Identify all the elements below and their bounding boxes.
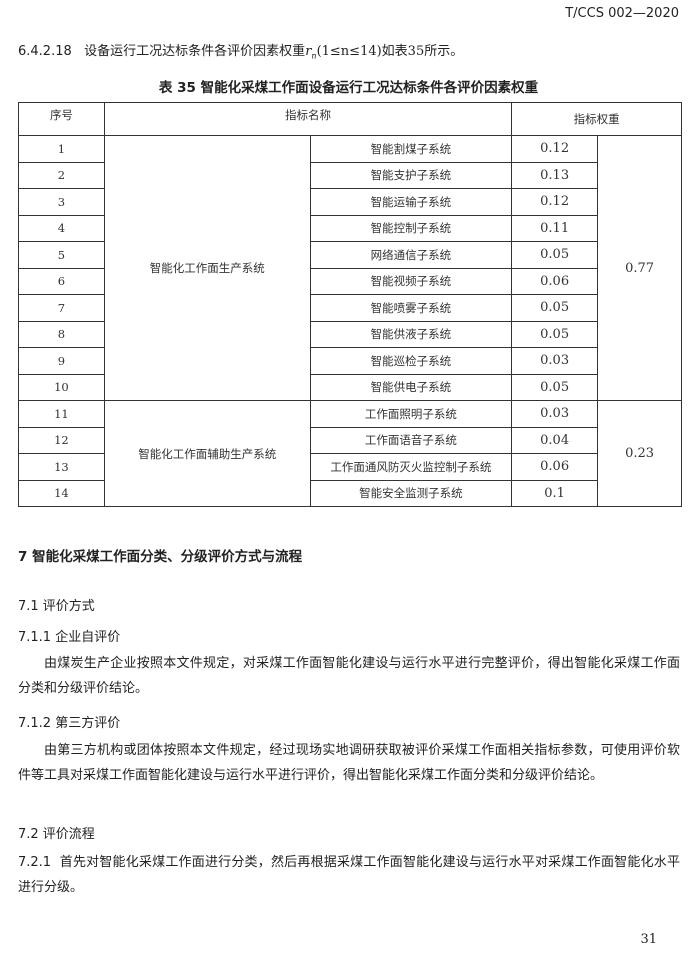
- table-row: 8 智能供液子系统 0.05: [18, 320, 682, 348]
- section-7-1-2-heading: 7.1.2 第三方评价: [18, 716, 121, 731]
- table-row: 14 智能安全监测子系统 0.1: [18, 479, 682, 507]
- table-row: 3 智能运输子系统 0.12: [18, 188, 682, 216]
- table-header-row: 序号 指标名称 指标权重: [18, 102, 682, 136]
- paragraph-7-2-1: 7.2.1 首先对智能化采煤工作面进行分类，然后再根据采煤工作面智能化建设与运行…: [18, 850, 680, 900]
- row-seq: 1: [18, 135, 105, 163]
- item-weight: 0.05: [511, 294, 599, 322]
- table-row: 9 智能巡检子系统 0.03: [18, 347, 682, 375]
- section-7-1-heading: 7.1 评价方式: [18, 599, 95, 614]
- clause-text: 设备运行工况达标条件各评价因素权重: [84, 44, 306, 59]
- row-seq: 2: [18, 161, 105, 189]
- item-name: 智能支护子系统: [309, 161, 513, 189]
- row-seq: 6: [18, 267, 105, 295]
- table-caption: 表 35 智能化采煤工作面设备运行工况达标条件各评价因素权重: [158, 80, 539, 96]
- item-name: 智能喷雾子系统: [309, 294, 513, 322]
- row-seq: 4: [18, 214, 105, 242]
- item-weight: 0.05: [511, 241, 599, 269]
- item-weight: 0.04: [511, 426, 599, 454]
- item-name: 智能巡检子系统: [309, 347, 513, 375]
- clause-text-7-2-1: 首先对智能化采煤工作面进行分类，然后再根据采煤工作面智能化建设与运行水平对采煤工…: [18, 855, 680, 895]
- row-seq: 12: [18, 426, 105, 454]
- item-name: 智能运输子系统: [309, 188, 513, 216]
- group-total-weight: 0.23: [597, 400, 682, 507]
- item-name: 工作面通风防灭火监控制子系统: [309, 453, 513, 481]
- row-seq: 9: [18, 347, 105, 375]
- item-weight: 0.12: [511, 188, 599, 216]
- item-name: 智能割煤子系统: [309, 135, 513, 163]
- item-name: 智能安全监测子系统: [309, 479, 513, 507]
- row-seq: 13: [18, 453, 105, 481]
- item-weight: 0.06: [511, 267, 599, 295]
- table-row: 4 智能控制子系统 0.11: [18, 214, 682, 242]
- clause-text-end: (1≤n≤14)如表35所示。: [316, 44, 464, 59]
- group-total-weight: 0.77: [597, 135, 682, 401]
- row-seq: 11: [18, 400, 105, 428]
- row-seq: 8: [18, 320, 105, 348]
- section-7-1-1-heading: 7.1.1 企业自评价: [18, 630, 121, 645]
- item-weight: 0.05: [511, 320, 599, 348]
- clause-6-4-2-18: 6.4.2.18 设备运行工况达标条件各评价因素权重rn(1≤n≤14)如表35…: [18, 40, 463, 61]
- page-number: 31: [640, 932, 657, 947]
- table-row: 11 智能化工作面辅助生产系统 工作面照明子系统 0.03 0.23: [18, 400, 682, 507]
- item-name: 工作面语音子系统: [309, 426, 513, 454]
- table-row: 12 工作面语音子系统 0.04: [18, 426, 682, 454]
- clause-number-7-2-1: 7.2.1: [18, 855, 52, 870]
- row-seq: 5: [18, 241, 105, 269]
- group-name: 智能化工作面生产系统: [103, 135, 311, 401]
- weights-table: 序号 指标名称 指标权重 1 智能化工作面生产系统 智能割煤子系统 0.12 0.77 2…: [18, 102, 682, 507]
- item-weight: 0.05: [511, 373, 599, 401]
- group-name: 智能化工作面辅助生产系统: [103, 400, 311, 507]
- table-row: 1 智能化工作面生产系统 智能割煤子系统 0.12 0.77: [18, 135, 682, 401]
- item-weight: 0.06: [511, 453, 599, 481]
- section-7-heading: 7 智能化采煤工作面分类、分级评价方式与流程: [18, 549, 303, 565]
- row-seq: 10: [18, 373, 105, 401]
- item-name: 智能视频子系统: [309, 267, 513, 295]
- item-name: 工作面照明子系统: [309, 400, 513, 428]
- variable-subscript: n: [311, 51, 317, 61]
- row-seq: 3: [18, 188, 105, 216]
- item-name: 网络通信子系统: [309, 241, 513, 269]
- header-seq: 序号: [18, 102, 105, 136]
- table-row: 7 智能喷雾子系统 0.05: [18, 294, 682, 322]
- item-weight: 0.13: [511, 161, 599, 189]
- header-name: 指标名称: [103, 102, 513, 136]
- item-weight: 0.03: [511, 347, 599, 375]
- paragraph-7-1-1: 由煤炭生产企业按照本文件规定，对采煤工作面智能化建设与运行水平进行完整评价，得出…: [18, 656, 680, 696]
- document-code: T/CCS 002—2020: [565, 6, 679, 21]
- variable: r: [305, 44, 312, 59]
- item-weight: 0.03: [511, 400, 599, 428]
- clause-number: 6.4.2.18: [18, 44, 72, 59]
- item-weight: 0.12: [511, 135, 599, 163]
- table-row: 2 智能支护子系统 0.13: [18, 161, 682, 189]
- header-weight: 指标权重: [511, 102, 682, 136]
- section-7-2-heading: 7.2 评价流程: [18, 827, 95, 842]
- item-name: 智能供电子系统: [309, 373, 513, 401]
- item-weight: 0.1: [511, 479, 599, 507]
- item-name: 智能供液子系统: [309, 320, 513, 348]
- item-name: 智能控制子系统: [309, 214, 513, 242]
- paragraph-7-1-2: 由第三方机构或团体按照本文件规定，经过现场实地调研获取被评价采煤工作面相关指标参…: [18, 743, 680, 783]
- row-seq: 14: [18, 479, 105, 507]
- row-seq: 7: [18, 294, 105, 322]
- item-weight: 0.11: [511, 214, 599, 242]
